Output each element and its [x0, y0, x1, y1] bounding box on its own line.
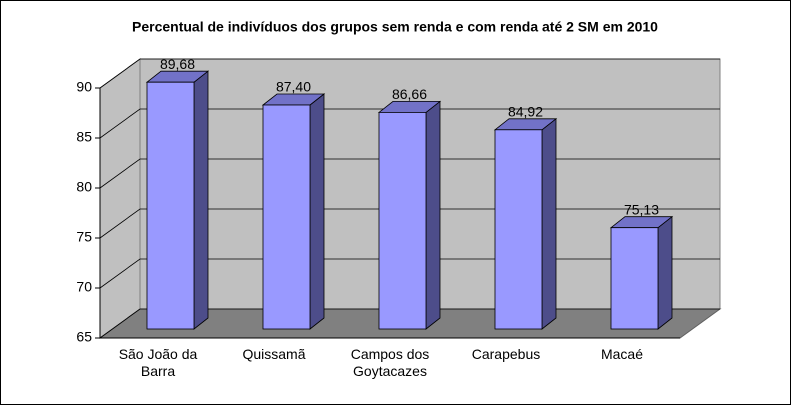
bar-side: [309, 93, 325, 330]
bar-side: [541, 117, 557, 330]
side-wall: [99, 58, 141, 339]
bar-front: [610, 227, 659, 330]
x-tick-label: Macaé: [600, 346, 644, 362]
bar-front: [146, 81, 195, 330]
x-tick-label: São João da Barra: [118, 346, 198, 379]
bar-side: [425, 100, 441, 330]
bar: [609, 215, 674, 330]
value-label: 84,92: [508, 104, 543, 120]
bar-side: [657, 215, 673, 330]
y-tick-label: 85: [76, 129, 92, 145]
y-tick-label: 80: [76, 179, 92, 195]
x-tick-label: Campos dos Goytacazes: [350, 346, 430, 379]
bar: [145, 70, 210, 330]
bar-front: [494, 129, 543, 330]
grid-line: [99, 108, 720, 139]
chart-title: Percentual de indivíduos dos grupos sem …: [132, 19, 658, 35]
bar: [493, 117, 558, 330]
grid-line: [99, 58, 720, 89]
y-tick-label: 65: [76, 329, 92, 345]
value-label: 75,13: [624, 201, 659, 217]
bar: [261, 93, 326, 330]
bar-front: [378, 112, 427, 330]
value-label: 87,40: [276, 79, 311, 95]
x-tick-label: Carapebus: [471, 346, 541, 362]
value-label: 86,66: [392, 86, 427, 102]
value-label: 89,68: [160, 56, 195, 72]
y-tick-label: 70: [76, 279, 92, 295]
y-tick-label: 75: [76, 229, 92, 245]
x-tick-label: Quissamã: [242, 346, 306, 362]
bar-side: [193, 70, 209, 330]
bar-front: [262, 104, 311, 330]
y-tick-label: 90: [76, 79, 92, 95]
bar: [377, 100, 442, 330]
